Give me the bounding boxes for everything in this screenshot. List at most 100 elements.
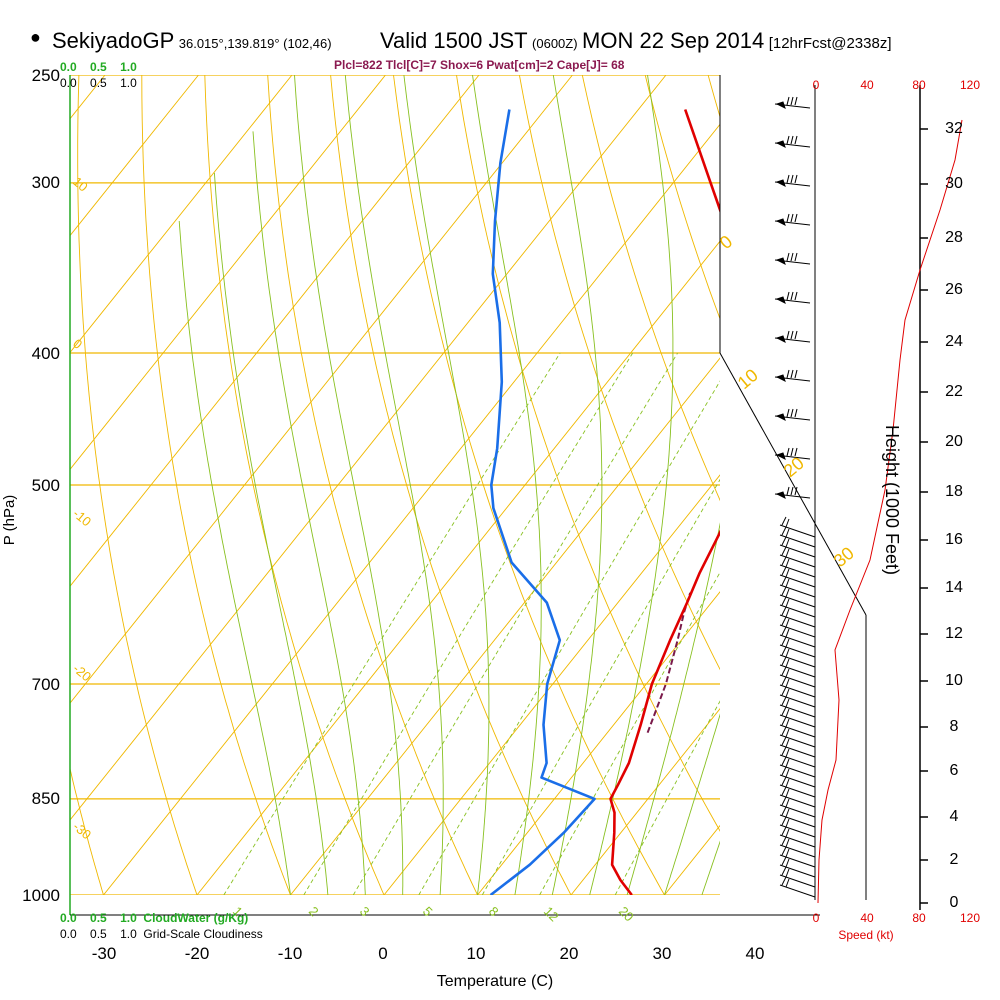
wind-barb-staff bbox=[779, 804, 816, 818]
wind-barb-feather bbox=[781, 516, 787, 526]
cloudwater-scale-bottom: 0.0 0.5 1.0 CloudWater (g/Kg) bbox=[60, 911, 249, 925]
wind-barb-feather bbox=[781, 716, 787, 726]
wind-barb-feather bbox=[794, 486, 798, 496]
wind-barb-feather bbox=[786, 447, 790, 457]
grid-layer bbox=[70, 75, 720, 895]
wind-barb-staff bbox=[779, 784, 816, 798]
wind-barb-feather bbox=[785, 698, 790, 708]
wind-barb-feather bbox=[781, 776, 787, 786]
wind-barb-feather bbox=[785, 628, 790, 638]
wind-barb-feather bbox=[785, 548, 790, 558]
wind-barb-feather bbox=[781, 666, 787, 676]
mixing-ratio-label: 5 bbox=[420, 904, 436, 920]
wind-barb-feather bbox=[785, 838, 790, 848]
speed-tick-top-80: 80 bbox=[912, 78, 926, 92]
speed-tick-bottom-120: 120 bbox=[959, 911, 981, 925]
wind-barb-feather bbox=[781, 576, 787, 586]
station-title: SekiyadoGP 36.015°,139.819° (102,46) bbox=[52, 28, 332, 54]
height-tick-14: 14 bbox=[945, 579, 963, 596]
wind-barbs bbox=[774, 96, 816, 898]
adiabat-label: -10 bbox=[70, 506, 94, 530]
wind-barb-feather bbox=[781, 566, 787, 576]
wind-barb-staff bbox=[779, 684, 816, 698]
wind-barb-feather bbox=[785, 728, 790, 738]
wind-barb-feather bbox=[794, 174, 798, 184]
isotherm-label: 0 bbox=[716, 231, 737, 253]
pressure-tick-850: 850 bbox=[31, 789, 60, 808]
wind-barb-staff bbox=[779, 754, 816, 768]
wind-barb-feather bbox=[786, 252, 790, 262]
temp-tick-30: 30 bbox=[652, 944, 672, 963]
wind-barb-flag bbox=[775, 140, 786, 148]
wind-barb-feather bbox=[794, 447, 798, 457]
pressure-tick-300: 300 bbox=[31, 173, 60, 192]
wind-barb-feather bbox=[781, 616, 787, 626]
wind-barb-feather bbox=[781, 556, 787, 566]
height-tick-30: 30 bbox=[945, 175, 963, 192]
dry-adiabat bbox=[77, 75, 198, 895]
surface-dewpoint-dot bbox=[505, 899, 513, 907]
temp-tick--10: -10 bbox=[277, 944, 303, 963]
adiabat-label: 10 bbox=[70, 174, 91, 195]
wind-barb-flag bbox=[775, 491, 786, 499]
valid-time: Valid 1500 JST (0600Z) MON 22 Sep 2014 [… bbox=[380, 28, 892, 54]
wind-barb-feather bbox=[786, 135, 790, 145]
wind-barb-feather bbox=[781, 816, 787, 826]
isotherm-line bbox=[103, 123, 720, 895]
wind-barb-staff bbox=[779, 774, 816, 788]
moist-adiabat bbox=[664, 713, 720, 895]
wind-barb-staff bbox=[779, 734, 816, 748]
isotherm-line bbox=[383, 474, 720, 895]
isotherm-line bbox=[70, 75, 293, 354]
dry-adiabat bbox=[141, 75, 291, 895]
wind-barb-feather bbox=[785, 828, 790, 838]
station-coords: 36.015°,139.819° (102,46) bbox=[178, 36, 332, 51]
wind-barb-feather bbox=[781, 696, 787, 706]
wind-barb-feather bbox=[781, 626, 787, 636]
wind-barb-staff bbox=[779, 524, 816, 538]
wind-barb-staff bbox=[779, 604, 816, 618]
wind-barb-feather bbox=[790, 174, 794, 184]
wind-barb-feather bbox=[786, 330, 790, 340]
wind-barb-feather bbox=[781, 756, 787, 766]
wind-barb-feather bbox=[785, 588, 790, 598]
wind-barb-feather bbox=[781, 656, 787, 666]
wind-barb-feather bbox=[785, 708, 790, 718]
wind-barb-feather bbox=[781, 826, 787, 836]
temp-tick-20: 20 bbox=[559, 944, 579, 963]
isotherm-line bbox=[70, 75, 667, 821]
wind-barb-feather bbox=[785, 878, 790, 888]
wind-barb-feather bbox=[781, 806, 787, 816]
date-label: MON 22 Sep 2014 bbox=[582, 28, 765, 53]
wind-barb-feather bbox=[785, 718, 790, 728]
wind-barb-feather bbox=[781, 736, 787, 746]
height-tick-2: 2 bbox=[949, 851, 959, 868]
wind-barb-staff bbox=[779, 574, 816, 588]
wind-barb-feather bbox=[785, 798, 790, 808]
wind-barb-feather bbox=[785, 648, 790, 658]
wind-barb-feather bbox=[786, 213, 790, 223]
wind-barb-feather bbox=[785, 578, 790, 588]
wind-barb-staff bbox=[779, 534, 816, 548]
wind-barb-staff bbox=[779, 874, 816, 888]
wind-barb-feather bbox=[785, 778, 790, 788]
wind-barb-feather bbox=[781, 856, 787, 866]
mixing-ratio-line bbox=[223, 352, 561, 895]
wind-barb-feather bbox=[790, 96, 794, 106]
speed-axis-label: Speed (kt) bbox=[838, 928, 893, 942]
wind-barb-staff bbox=[779, 654, 816, 668]
wind-barb-feather bbox=[785, 528, 790, 538]
dry-adiabat bbox=[644, 75, 720, 320]
wind-barb-staff bbox=[779, 554, 816, 568]
wind-barb-feather bbox=[785, 598, 790, 608]
adiabat-label: -30 bbox=[70, 819, 94, 843]
wind-barb-flag bbox=[775, 257, 786, 265]
pressure-tick-250: 250 bbox=[31, 66, 60, 85]
wind-barb-staff bbox=[779, 764, 816, 778]
temp-tick--30: -30 bbox=[91, 944, 117, 963]
wind-barb-feather bbox=[785, 658, 790, 668]
wind-barb-feather bbox=[785, 618, 790, 628]
moist-adiabat bbox=[589, 75, 674, 895]
height-axis-label: Height (1000 Feet) bbox=[882, 425, 902, 575]
wind-barb-feather bbox=[785, 638, 790, 648]
